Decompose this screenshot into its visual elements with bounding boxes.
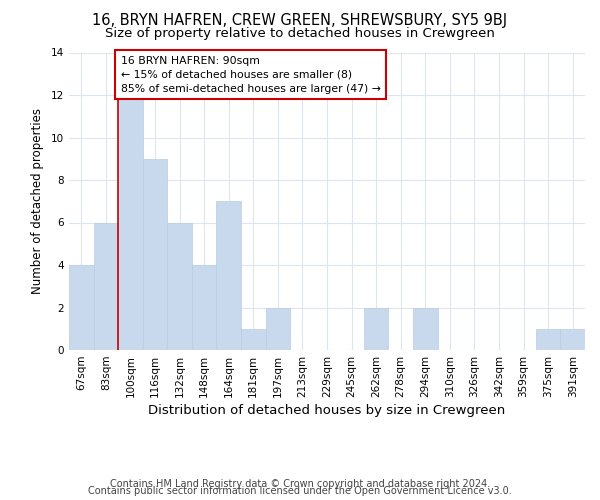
Text: 16, BRYN HAFREN, CREW GREEN, SHREWSBURY, SY5 9BJ: 16, BRYN HAFREN, CREW GREEN, SHREWSBURY,… [92, 12, 508, 28]
Bar [167, 222, 192, 350]
Y-axis label: Number of detached properties: Number of detached properties [31, 108, 44, 294]
Bar [217, 201, 241, 350]
Bar [69, 265, 94, 350]
Bar [364, 308, 388, 350]
Text: Size of property relative to detached houses in Crewgreen: Size of property relative to detached ho… [105, 28, 495, 40]
Bar [94, 222, 118, 350]
Bar [413, 308, 437, 350]
X-axis label: Distribution of detached houses by size in Crewgreen: Distribution of detached houses by size … [148, 404, 506, 417]
Text: Contains HM Land Registry data © Crown copyright and database right 2024.: Contains HM Land Registry data © Crown c… [110, 479, 490, 489]
Bar [118, 95, 143, 350]
Text: Contains public sector information licensed under the Open Government Licence v3: Contains public sector information licen… [88, 486, 512, 496]
Bar [266, 308, 290, 350]
Bar [560, 329, 585, 350]
Bar [536, 329, 560, 350]
Bar [241, 329, 266, 350]
Text: 16 BRYN HAFREN: 90sqm
← 15% of detached houses are smaller (8)
85% of semi-detac: 16 BRYN HAFREN: 90sqm ← 15% of detached … [121, 56, 380, 94]
Bar [192, 265, 217, 350]
Bar [143, 159, 167, 350]
